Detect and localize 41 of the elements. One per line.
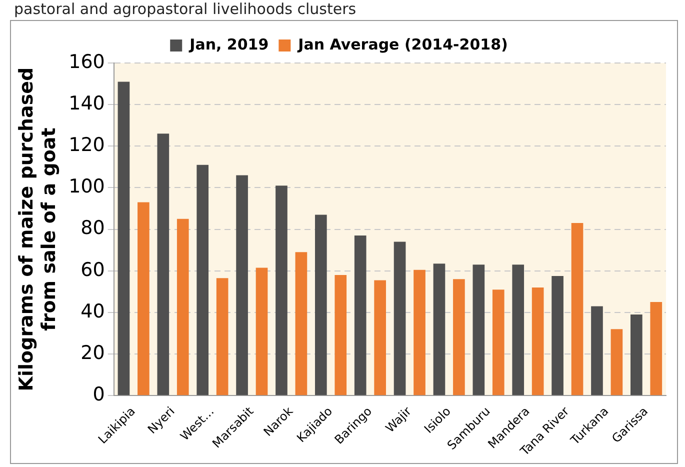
y-tick-label: 120 [68, 134, 105, 156]
y-axis-title: Kilograms of maize purchased from sale of a goat [15, 67, 60, 392]
bar [394, 242, 406, 396]
y-tick-label: 40 [80, 300, 105, 322]
y-tick-label: 0 [92, 384, 105, 406]
bar [138, 202, 150, 396]
bar [630, 314, 642, 396]
bar [374, 280, 386, 396]
y-tick-label: 100 [68, 176, 105, 198]
bar [118, 82, 130, 396]
bar [236, 175, 248, 396]
bar [453, 279, 465, 396]
bar [571, 223, 584, 396]
bar [276, 186, 288, 396]
y-tick-label: 80 [80, 217, 105, 240]
bar [472, 264, 485, 396]
bar [334, 275, 347, 396]
bar [552, 276, 564, 396]
bar [433, 264, 446, 396]
y-tick-label: 60 [80, 258, 105, 281]
legend-label: Jan, 2019 [188, 35, 269, 54]
bar [414, 270, 426, 396]
bar [176, 218, 189, 396]
bar [216, 278, 228, 396]
bar [196, 164, 209, 396]
legend-label: Jan Average (2014-2018) [297, 35, 508, 54]
bar [492, 290, 504, 396]
bar [354, 236, 366, 396]
bar [591, 306, 603, 396]
chart-title: pastoral and agropastoral livelihoods clusters [14, 0, 356, 18]
y-tick-label: 140 [68, 92, 105, 115]
bar [256, 268, 268, 396]
y-tick-label: 160 [68, 50, 105, 73]
bar [650, 302, 662, 396]
bar [157, 134, 170, 396]
bar [512, 264, 524, 396]
bar [610, 329, 623, 396]
bar [532, 287, 544, 396]
y-tick-label: 20 [80, 342, 105, 364]
bar [295, 252, 308, 396]
bar [315, 214, 327, 396]
